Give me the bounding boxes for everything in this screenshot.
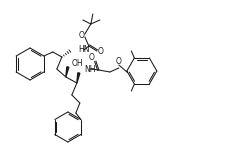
Text: O: O xyxy=(116,57,122,67)
Text: O: O xyxy=(89,54,95,62)
Text: OH: OH xyxy=(72,59,83,67)
Text: HN: HN xyxy=(78,45,89,55)
Text: NH: NH xyxy=(84,64,95,74)
Polygon shape xyxy=(66,67,69,77)
Text: O: O xyxy=(98,47,104,57)
Text: O: O xyxy=(79,31,85,40)
Polygon shape xyxy=(77,73,80,83)
